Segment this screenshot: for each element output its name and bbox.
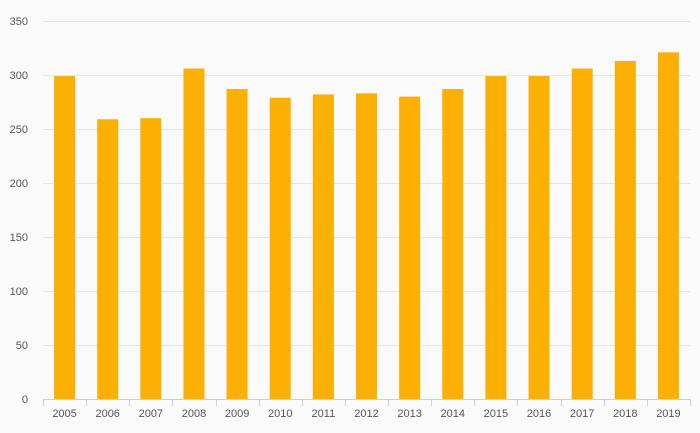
x-tick-label-2014: 2014 <box>441 408 465 420</box>
bar-2011 <box>312 94 334 399</box>
x-tick-label-2016: 2016 <box>527 408 551 420</box>
x-tick-label-2010: 2010 <box>268 408 292 420</box>
y-tick-label-350: 350 <box>10 16 28 28</box>
x-tick-label-2013: 2013 <box>397 408 421 420</box>
x-axis <box>43 399 691 406</box>
bar-2007 <box>140 118 162 399</box>
x-tick-label-2011: 2011 <box>312 408 336 420</box>
bar-2008 <box>183 68 205 400</box>
y-axis-tick-labels: 0 50 100 150 200 250 300 350 <box>10 16 28 406</box>
bar-2019 <box>657 52 679 399</box>
bar-2018 <box>614 60 636 400</box>
x-tick-label-2009: 2009 <box>225 408 249 420</box>
bar-2013 <box>399 96 421 399</box>
x-tick-label-2006: 2006 <box>95 408 119 420</box>
x-tick-label-2019: 2019 <box>656 408 680 420</box>
bar-2009 <box>226 89 248 399</box>
y-tick-label-100: 100 <box>10 286 28 298</box>
x-tick-label-2015: 2015 <box>484 408 508 420</box>
bars <box>54 52 679 400</box>
bar-2010 <box>269 97 291 400</box>
bar-2017 <box>571 68 593 400</box>
bar-2014 <box>442 89 464 399</box>
x-axis-tick-labels: 2005 2006 2007 2008 2009 2010 2011 2012 2013 2014… <box>52 408 680 420</box>
y-tick-label-150: 150 <box>10 232 28 244</box>
bar-2005 <box>54 76 76 399</box>
x-tick-label-2018: 2018 <box>613 408 637 420</box>
y-tick-label-300: 300 <box>10 70 28 82</box>
x-tick-label-2007: 2007 <box>139 408 163 420</box>
bar-2006 <box>97 119 119 399</box>
x-tick-label-2005: 2005 <box>52 408 76 420</box>
x-tick-label-2017: 2017 <box>570 408 594 420</box>
bar-2012 <box>356 93 377 400</box>
x-tick-label-2012: 2012 <box>354 408 378 420</box>
y-tick-label-200: 200 <box>10 178 28 190</box>
bar-2015 <box>485 76 507 399</box>
bar-2016 <box>528 76 550 399</box>
y-tick-label-0: 0 <box>22 394 28 406</box>
x-tick-label-2008: 2008 <box>182 408 206 420</box>
y-tick-label-250: 250 <box>10 124 28 136</box>
y-tick-label-50: 50 <box>16 340 28 352</box>
